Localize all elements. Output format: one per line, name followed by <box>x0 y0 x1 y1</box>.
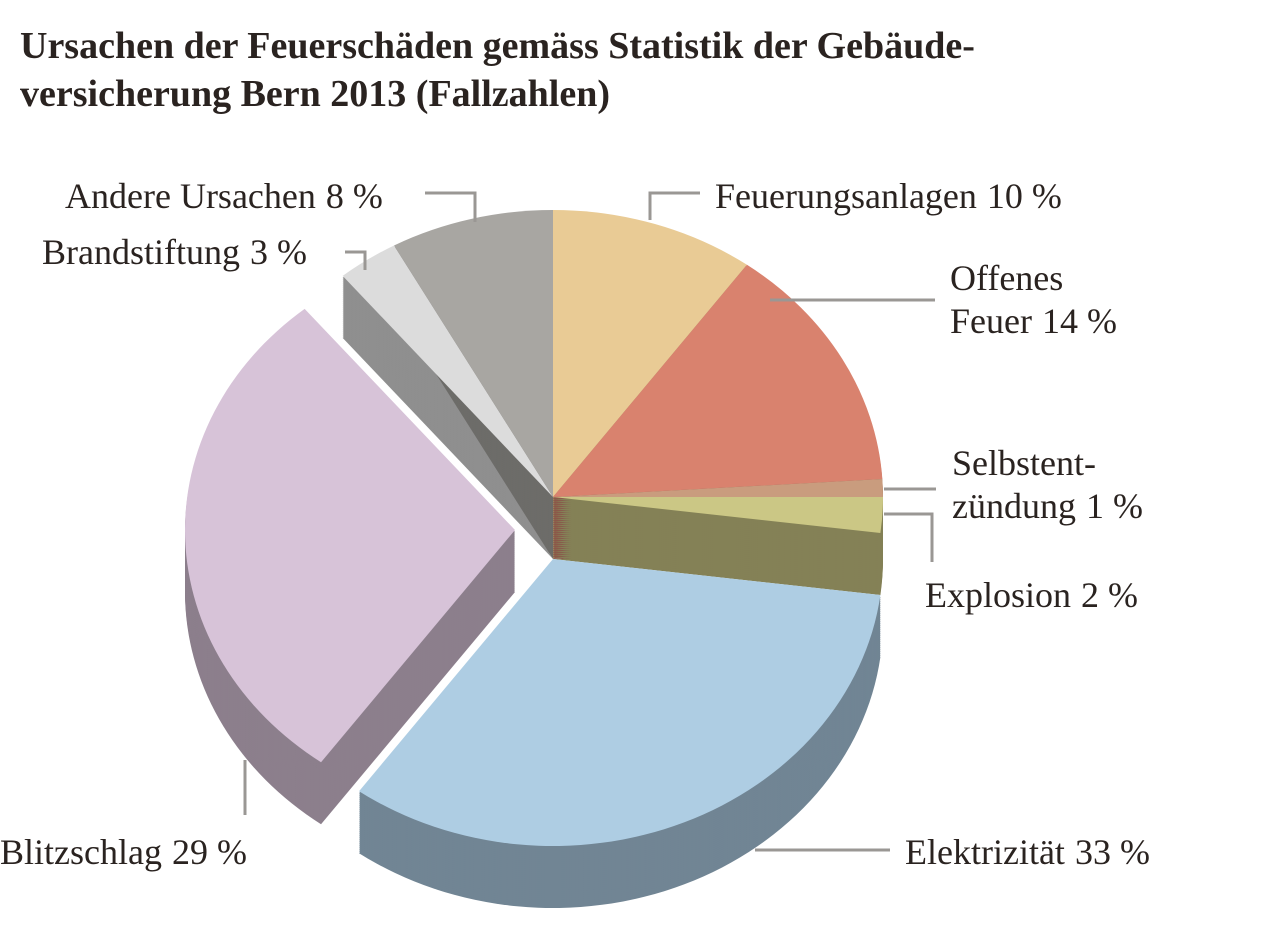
slice <box>342 245 553 497</box>
slice <box>553 478 883 497</box>
category-label: Offenes Feuer <box>950 258 1063 341</box>
value-label: 10 % <box>987 176 1062 216</box>
slice <box>553 210 747 497</box>
value-label: 2 % <box>1081 575 1138 615</box>
slice <box>184 308 515 763</box>
value-label: 1 % <box>1086 486 1143 526</box>
category-label: Selbstent-zündung <box>952 443 1096 526</box>
value-label: 14 % <box>1042 301 1117 341</box>
category-label: Explosion <box>925 575 1071 615</box>
value-label: 3 % <box>250 232 307 272</box>
category-label: Andere Ursachen <box>65 176 316 216</box>
value-label: 33 % <box>1075 832 1150 872</box>
leader-line <box>425 191 477 222</box>
category-label: Brandstiftung <box>42 232 240 272</box>
leader-line <box>648 191 700 220</box>
leader-line <box>884 512 934 562</box>
value-label: 8 % <box>326 176 383 216</box>
slice-side <box>553 499 883 595</box>
leader-line <box>345 250 367 270</box>
labels: Feuerungsanlagen 10 % Offenes Feuer 14 % Selb… <box>0 176 1150 872</box>
pie <box>184 210 883 908</box>
value-label: 29 % <box>172 832 247 872</box>
category-label: Elektrizität <box>905 832 1065 872</box>
category-label: Blitzschlag <box>0 832 162 872</box>
slice <box>553 264 883 497</box>
slice <box>394 210 553 497</box>
slice <box>553 497 883 533</box>
category-label: Feuerungsanlagen <box>715 176 977 216</box>
chart-title: Ursachen der Feuerschäden gemäss Statist… <box>20 25 975 115</box>
slice <box>359 559 881 846</box>
